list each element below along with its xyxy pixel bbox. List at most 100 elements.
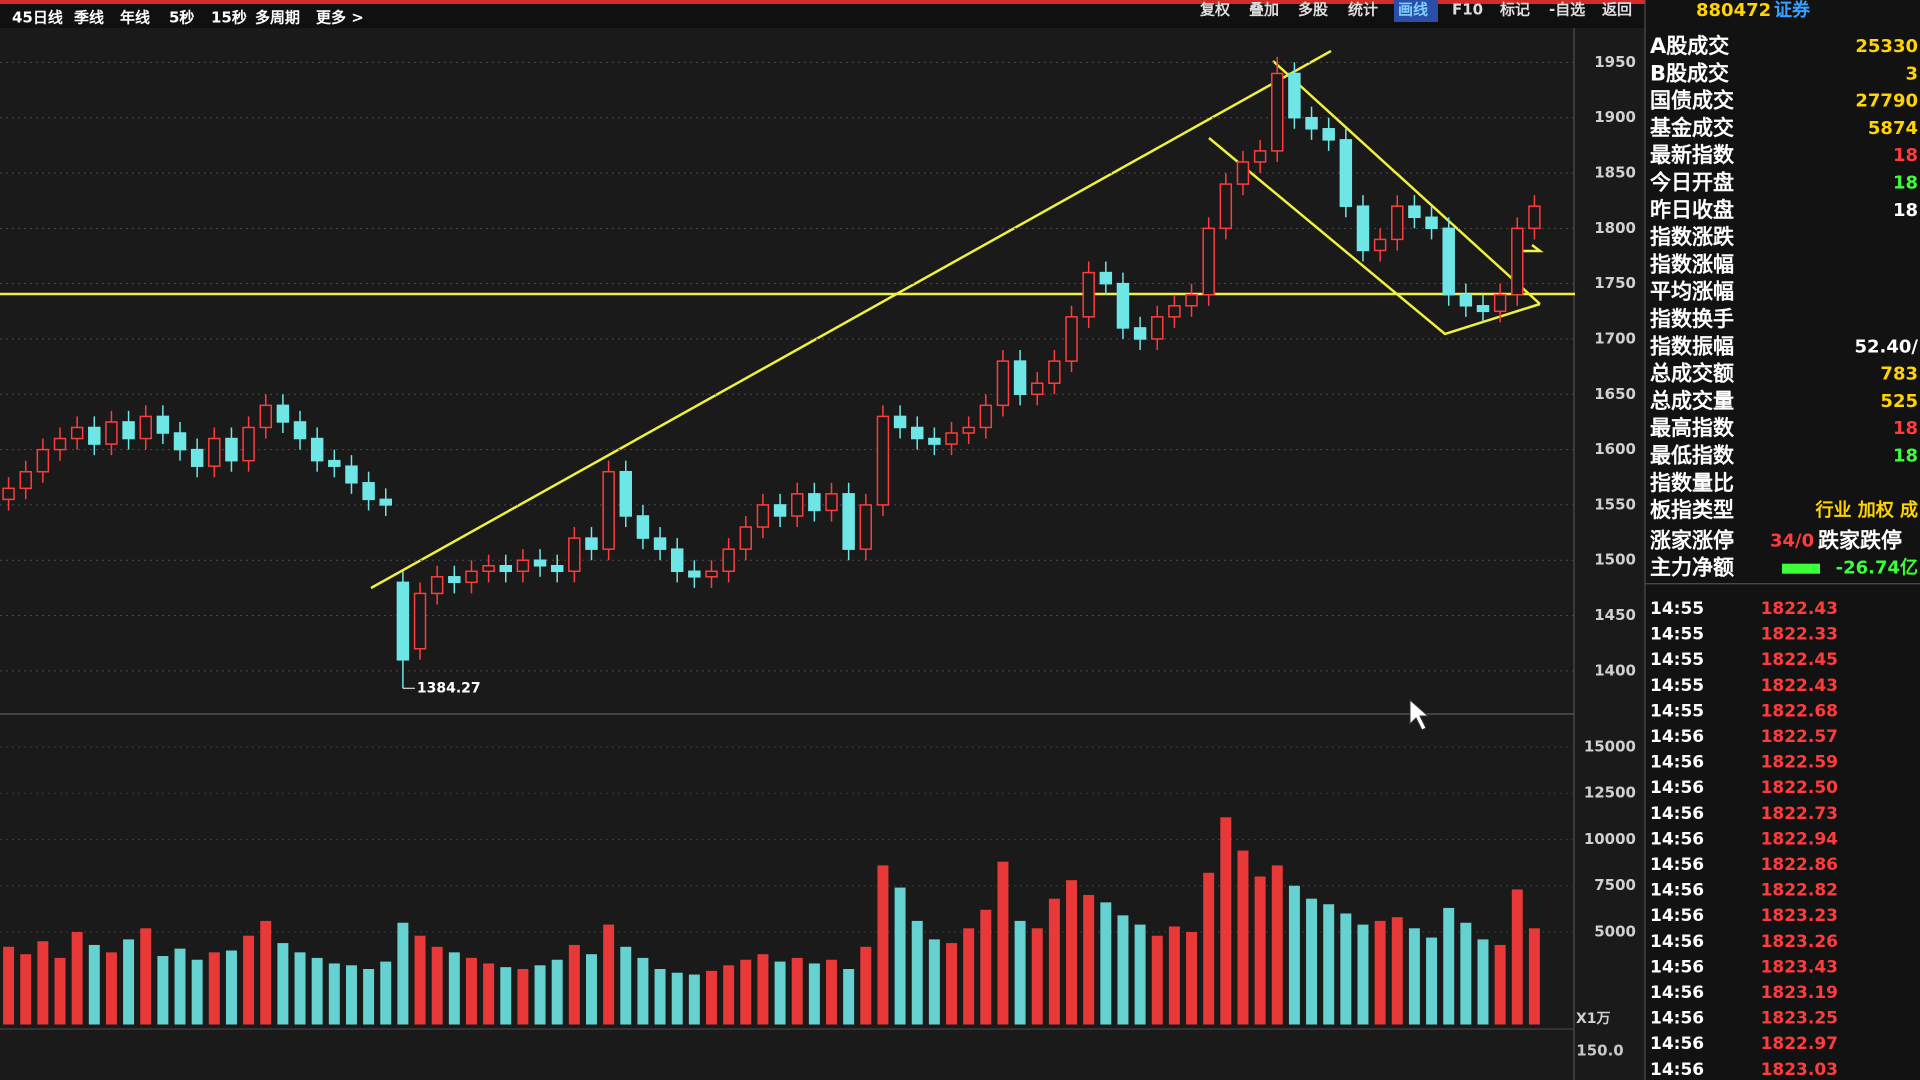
- field-label: 指数振幅: [1650, 334, 1734, 358]
- volume-bar: [3, 946, 15, 1025]
- volume-bar: [1203, 872, 1215, 1025]
- volume-bar: [1014, 920, 1026, 1025]
- candle-body: [430, 576, 444, 595]
- candle-body: [208, 437, 221, 467]
- volume-bar: [585, 954, 597, 1025]
- field-label: 最高指数: [1650, 416, 1735, 440]
- toolbar-item[interactable]: F10: [1452, 1, 1483, 19]
- toolbar-item[interactable]: 多股: [1298, 1, 1329, 19]
- candle-body: [448, 576, 461, 584]
- candle-body: [1339, 139, 1353, 207]
- toolbar-item[interactable]: 更多 >: [316, 9, 364, 27]
- volume-bar: [534, 965, 546, 1025]
- candle-body: [1116, 282, 1130, 329]
- tick-price: 1822.86: [1761, 855, 1838, 875]
- field-value: 27790: [1855, 91, 1918, 112]
- volume-bar: [414, 935, 426, 1025]
- toolbar-item[interactable]: 复权: [1199, 1, 1231, 19]
- volume-bar: [157, 956, 169, 1025]
- toolbar-item[interactable]: 统计: [1348, 1, 1378, 19]
- toolbar-item[interactable]: 季线: [74, 9, 104, 27]
- volume-bar: [500, 967, 512, 1025]
- tick-price: 1822.73: [1761, 804, 1838, 824]
- volume-bar: [740, 959, 752, 1025]
- volume-bar: [928, 939, 940, 1025]
- candle-body: [379, 498, 392, 506]
- toolbar-item[interactable]: -自选: [1549, 1, 1585, 19]
- field-label: B股成交: [1650, 61, 1729, 85]
- candle-body: [1459, 293, 1473, 307]
- candle-body: [825, 493, 838, 512]
- net-flow-bar: [1782, 563, 1820, 574]
- candle-body: [739, 526, 753, 550]
- tick-time: 14:56: [1650, 983, 1704, 1003]
- candle-body: [893, 415, 907, 429]
- volume-bar: [1117, 915, 1129, 1025]
- volume-bar: [397, 922, 409, 1025]
- tick-price: 1822.94: [1761, 829, 1839, 849]
- breadth-label: 跌家跌停: [1818, 528, 1902, 552]
- volume-bar: [1066, 880, 1078, 1025]
- field-label: 国债成交: [1650, 89, 1734, 113]
- y-tick-label: 1750: [1594, 274, 1636, 292]
- candle-body: [156, 415, 170, 434]
- toolbar-item[interactable]: 45日线: [12, 9, 63, 27]
- field-label: 指数换手: [1650, 307, 1734, 331]
- volume-bar: [843, 968, 855, 1025]
- volume-bar: [757, 954, 769, 1025]
- volume-bar: [1443, 907, 1455, 1025]
- toolbar-item[interactable]: 5秒: [169, 9, 194, 27]
- tick-time: 14:55: [1650, 625, 1704, 645]
- tick-price: 1823.25: [1761, 1009, 1838, 1029]
- volume-bar: [706, 970, 717, 1025]
- volume-bar: [1340, 913, 1352, 1025]
- toolbar-item[interactable]: 年线: [120, 9, 150, 27]
- tick-time: 14:55: [1650, 599, 1704, 619]
- tick-price: 1823.23: [1761, 906, 1838, 926]
- toolbar-item[interactable]: 画线: [1398, 1, 1428, 19]
- net-flow-label: 主力净额: [1650, 556, 1734, 580]
- toolbar-item[interactable]: 15秒: [211, 9, 247, 27]
- y-tick-label: 7500: [1594, 876, 1636, 894]
- tick-time: 14:56: [1650, 1060, 1704, 1080]
- toolbar-item[interactable]: 叠加: [1249, 1, 1279, 19]
- volume-bar: [260, 920, 272, 1025]
- candle-body: [190, 448, 204, 467]
- candle-body: [2, 487, 15, 501]
- volume-bar: [894, 887, 906, 1025]
- tick-time: 14:56: [1650, 881, 1704, 901]
- volume-bar: [946, 943, 958, 1025]
- y-tick-label: 5000: [1594, 922, 1636, 940]
- volume-bar: [1306, 898, 1318, 1025]
- breadth-value: 34/0: [1770, 530, 1814, 551]
- volume-bar: [1271, 865, 1283, 1025]
- y-tick-label: 1400: [1594, 661, 1636, 679]
- candle-body: [173, 432, 187, 451]
- candle-body: [396, 581, 410, 661]
- tick-price: 1822.50: [1761, 778, 1839, 798]
- y-tick-label: 1450: [1594, 606, 1636, 624]
- top-red-bar: [0, 0, 1645, 4]
- tick-time: 14:56: [1650, 1009, 1704, 1029]
- volume-bar: [997, 861, 1009, 1025]
- toolbar-item[interactable]: 标记: [1499, 1, 1530, 19]
- tick-time: 14:56: [1650, 829, 1704, 849]
- candle-body: [1099, 271, 1113, 285]
- toolbar-item[interactable]: 返回: [1602, 1, 1632, 19]
- field-value: 18: [1893, 200, 1918, 221]
- breadth-label: 涨家涨停: [1650, 528, 1734, 552]
- tick-price: 1823.26: [1761, 932, 1838, 952]
- field-value: 525: [1880, 391, 1918, 412]
- candle-body: [550, 565, 564, 573]
- volume-bar: [774, 961, 786, 1025]
- volume-bar: [568, 944, 580, 1025]
- candle-body: [1408, 205, 1421, 219]
- toolbar-item[interactable]: 多周期: [255, 9, 300, 27]
- candle-body: [1185, 293, 1198, 307]
- volume-bar: [277, 943, 289, 1025]
- volume-bar: [1083, 894, 1095, 1025]
